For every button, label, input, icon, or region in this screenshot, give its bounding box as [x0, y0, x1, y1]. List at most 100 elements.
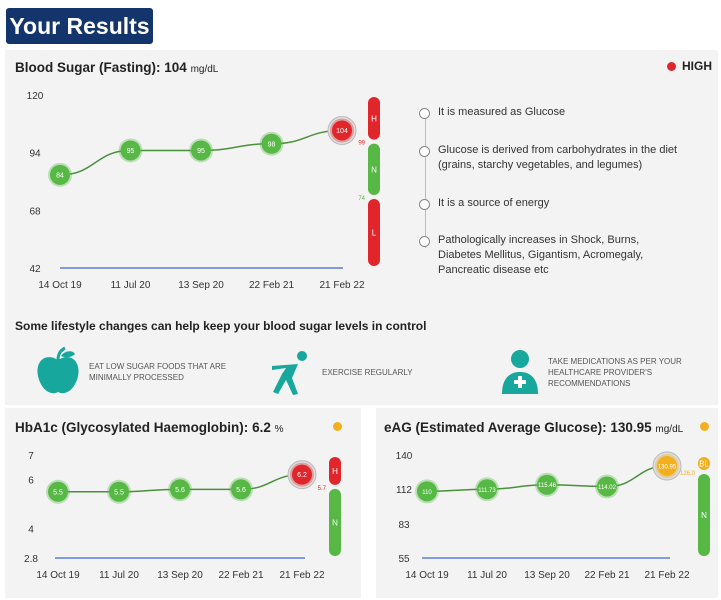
y-tick-label: 42 — [29, 264, 41, 275]
x-tick-label: 22 Feb 21 — [218, 570, 263, 581]
range-label: N — [701, 511, 707, 520]
range-segment — [368, 97, 380, 140]
range-segment — [329, 457, 341, 485]
eag-title: eAG (Estimated Average Glucose): — [384, 420, 607, 435]
x-tick-label: 13 Sep 20 — [524, 570, 570, 581]
tip-text: Take medications as per your healthcare … — [548, 356, 682, 388]
fact-item: Glucose is derived from carbohydrates in… — [438, 144, 678, 171]
page-title: Your Results — [6, 8, 153, 44]
range-segment — [698, 457, 710, 470]
x-tick-label: 14 Oct 19 — [38, 280, 82, 291]
y-tick-label: 140 — [396, 451, 413, 462]
fact-item: Pathologically increases in Shock, Burns… — [438, 234, 644, 276]
data-point — [191, 140, 211, 161]
range-label: H — [371, 114, 377, 123]
data-label: 5.6 — [175, 487, 185, 494]
data-point — [292, 464, 312, 485]
range-tick-label: 74 — [358, 196, 365, 202]
data-point — [537, 474, 557, 495]
range-segment — [698, 473, 710, 556]
status-label: HIGH — [682, 59, 712, 73]
blood-sugar-status: HIGH — [667, 59, 712, 73]
data-label: 5.6 — [236, 487, 246, 494]
fact-bullet-icon — [419, 146, 430, 157]
y-tick-label: 7 — [28, 451, 34, 462]
blood-sugar-value: 104 — [164, 60, 187, 75]
hba1c-title: HbA1c (Glycosylated Haemoglobin): — [15, 420, 249, 435]
x-tick-label: 11 Jul 20 — [99, 570, 139, 581]
data-label: 84 — [56, 172, 64, 179]
y-tick-label: 55 — [398, 554, 410, 565]
data-point — [120, 140, 141, 161]
range-segment — [368, 143, 380, 196]
fact-bullet-icon — [419, 236, 430, 247]
data-label: 95 — [127, 148, 135, 155]
range-tick-label: 5.7 — [318, 486, 327, 492]
data-label: 95 — [197, 148, 205, 155]
exercise-icon — [272, 351, 307, 395]
x-tick-label: 11 Jul 20 — [111, 280, 151, 291]
data-label: 114.02 — [598, 485, 617, 491]
x-tick-label: 13 Sep 20 — [157, 570, 203, 581]
data-point — [597, 476, 617, 497]
fact-item: It is a source of energy — [438, 197, 550, 209]
x-tick-label: 21 Feb 22 — [279, 570, 324, 581]
data-point — [332, 120, 352, 141]
x-tick-label: 21 Feb 22 — [319, 280, 364, 291]
blood-sugar-heading: Blood Sugar (Fasting): 104 mg/dL — [15, 60, 218, 75]
range-label: N — [332, 518, 338, 527]
y-tick-label: 68 — [29, 206, 41, 217]
tip-exercise: Exercise regularly — [268, 348, 442, 396]
lifestyle-heading: Some lifestyle changes can help keep you… — [15, 319, 427, 333]
data-label: 104 — [336, 128, 348, 135]
x-tick-label: 22 Feb 21 — [584, 570, 629, 581]
data-label: 130.95 — [658, 464, 677, 470]
data-point — [417, 481, 437, 502]
y-tick-label: 4 — [28, 525, 34, 536]
data-point — [48, 481, 68, 502]
x-tick-label: 13 Sep 20 — [178, 280, 224, 291]
tip-medications: Take medications as per your healthcare … — [500, 348, 693, 396]
range-label: N — [371, 165, 377, 174]
data-point — [231, 479, 251, 500]
x-tick-label: 14 Oct 19 — [405, 570, 449, 581]
blood-sugar-panel: Blood Sugar (Fasting): 104 mg/dL HIGH 42… — [5, 50, 718, 405]
apple-icon — [37, 346, 79, 394]
eag-chart: 55 83 112 140 14 Oct 19 11 Jul 20 13 Sep 20 22 … — [396, 451, 710, 581]
eag-panel: eAG (Estimated Average Glucose): 130.95 … — [376, 408, 718, 598]
hba1c-unit: % — [274, 424, 284, 435]
hba1c-heading: HbA1c (Glycosylated Haemoglobin): 6.2 % — [15, 420, 284, 435]
hba1c-panel: HbA1c (Glycosylated Haemoglobin): 6.2 % … — [5, 408, 361, 598]
blood-sugar-title: Blood Sugar (Fasting): — [15, 60, 161, 75]
data-point — [50, 164, 70, 185]
eag-value: 130.95 — [610, 420, 652, 435]
y-tick-label: 120 — [27, 91, 44, 102]
data-point — [261, 133, 282, 154]
tip-text: Eat low sugar foods that are minimally p… — [89, 362, 227, 382]
hba1c-value: 6.2 — [252, 420, 271, 435]
x-tick-label: 11 Jul 20 — [467, 570, 507, 581]
range-tick-label: 126.0 — [680, 471, 696, 477]
fact-bullet-icon — [419, 108, 430, 119]
y-tick-label: 83 — [398, 520, 410, 531]
data-label: 111.73 — [478, 488, 496, 494]
data-point — [109, 481, 129, 502]
data-label: 98 — [268, 141, 276, 148]
data-label: 110 — [422, 490, 432, 496]
range-label: L — [372, 229, 377, 238]
data-point — [657, 455, 677, 476]
eag-heading: eAG (Estimated Average Glucose): 130.95 … — [384, 420, 683, 435]
blood-sugar-chart: 42 68 94 120 14 Oct 19 11 Jul 20 13 Sep 20 22 F… — [27, 91, 380, 291]
hba1c-chart: 2.8 4 6 7 14 Oct 19 11 Jul 20 13 Sep 20 22 Feb … — [24, 451, 341, 581]
doctor-icon — [502, 350, 538, 394]
blood-sugar-unit: mg/dL — [190, 64, 219, 75]
x-tick-label: 22 Feb 21 — [249, 280, 294, 291]
facts-timeline — [424, 111, 426, 248]
x-tick-label: 21 Feb 22 — [644, 570, 689, 581]
y-tick-label: 112 — [396, 485, 412, 496]
status-dot-icon — [667, 61, 676, 71]
fact-bullet-icon — [419, 199, 430, 210]
y-tick-label: 2.8 — [24, 554, 38, 565]
range-tick-label: 99 — [358, 141, 365, 147]
data-label: 6.2 — [297, 472, 307, 479]
